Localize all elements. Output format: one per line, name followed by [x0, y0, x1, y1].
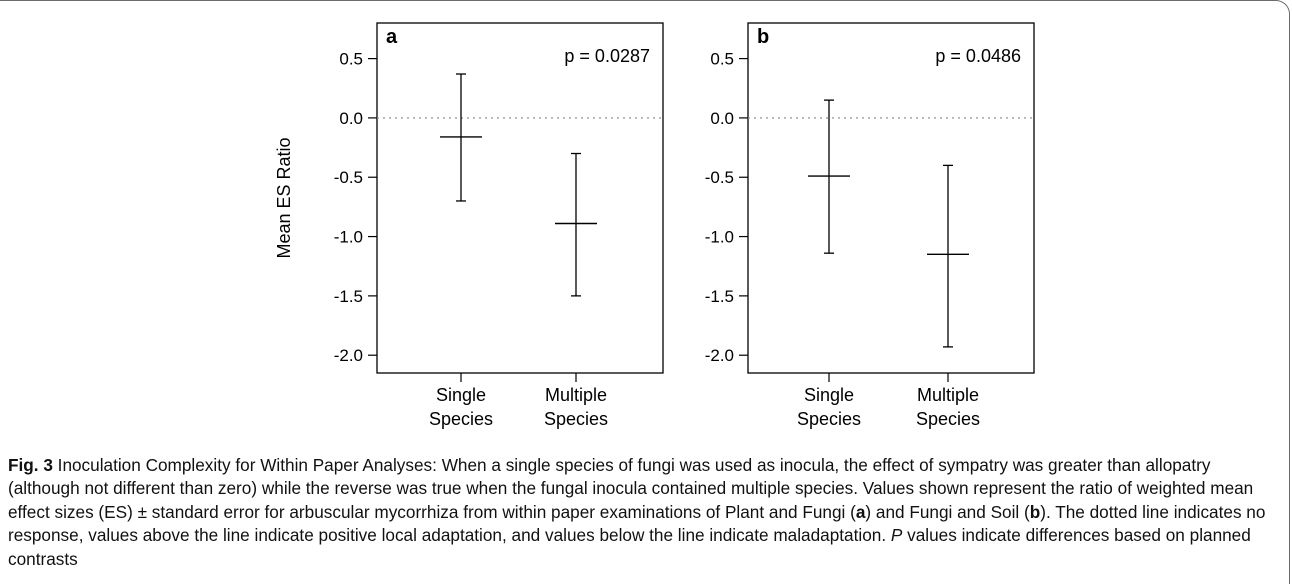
caption-run: Inoculation Complexity for Within Paper … [8, 455, 1254, 522]
caption-run: ). The dotted line indicates no response… [8, 501, 1266, 546]
x-tick-label: Species [797, 409, 861, 429]
y-tick-label: -0.5 [334, 168, 363, 187]
y-tick-label: -1.5 [334, 287, 363, 306]
x-tick-label: Single [436, 385, 486, 405]
caption-run: ) and Fungi and Soil ( [865, 501, 1030, 522]
y-axis-label: Mean ES Ratio [274, 137, 294, 258]
y-tick-label: -0.5 [705, 168, 734, 187]
x-tick-label: Multiple [917, 385, 979, 405]
caption-run: b [1029, 501, 1041, 522]
y-tick-label: 0.0 [710, 109, 734, 128]
y-tick-label: 0.0 [339, 109, 363, 128]
y-tick-label: 0.5 [339, 50, 363, 69]
panel-label: b [757, 26, 769, 48]
p-value-annotation: p = 0.0486 [935, 46, 1021, 66]
p-value-annotation: p = 0.0287 [564, 46, 650, 66]
y-tick-label: -1.0 [334, 228, 363, 247]
y-tick-label: -1.0 [705, 228, 734, 247]
x-tick-label: Species [544, 409, 608, 429]
x-tick-label: Species [916, 409, 980, 429]
y-tick-label: -1.5 [705, 287, 734, 306]
plot-area-a [376, 22, 664, 374]
caption-run: values indicate differences based on pla… [8, 525, 1251, 569]
figure-number: Fig. 3 [8, 455, 53, 475]
x-tick-label: Multiple [545, 385, 607, 405]
y-tick-label: -2.0 [334, 346, 363, 365]
y-tick-label: 0.5 [710, 50, 734, 69]
figure: 0.5 0.0 -0.5 -1.0 -1.5 -2.0 Mean ES Ratio a p = … [274, 22, 1035, 429]
caption-run: a [855, 501, 866, 522]
figure-caption: Fig. 3 Inoculation Complexity for Within… [8, 454, 1278, 571]
y-tick-label: -2.0 [705, 346, 734, 365]
plot-area-b [747, 22, 1035, 374]
panel-label: a [386, 26, 398, 48]
x-tick-label: Single [804, 385, 854, 405]
x-tick-label: Species [429, 409, 493, 429]
caption-run: P [890, 525, 903, 546]
